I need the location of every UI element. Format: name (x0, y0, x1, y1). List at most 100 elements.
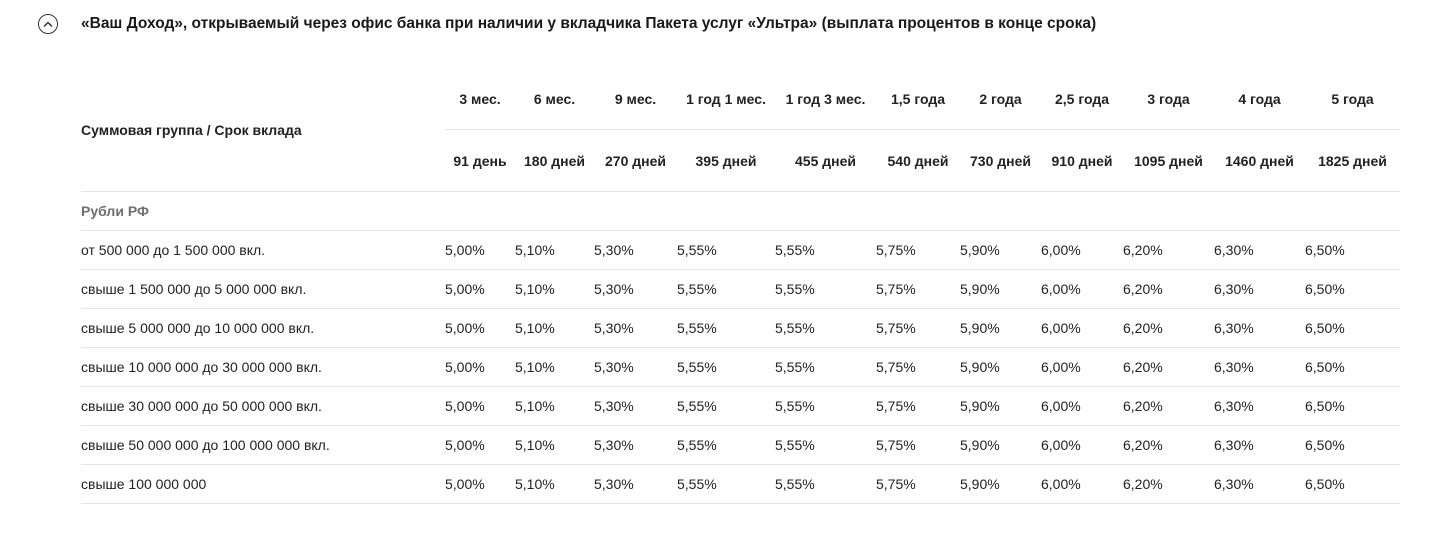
table-row: от 500 000 до 1 500 000 вкл. 5,00% 5,10% 5,… (81, 230, 1400, 270)
rate-cell: 5,10% (515, 386, 594, 426)
rate-cell: 6,20% (1123, 308, 1214, 348)
days-header: 455 дней (775, 129, 876, 192)
rate-cell: 5,55% (775, 230, 876, 270)
term-header: 2 года (960, 68, 1041, 130)
rate-cell: 6,30% (1214, 425, 1305, 465)
amount-group-label: свыше 30 000 000 до 50 000 000 вкл. (81, 386, 445, 426)
table-row: свыше 30 000 000 до 50 000 000 вкл. 5,00%… (81, 386, 1400, 426)
term-header: 5 года (1305, 68, 1400, 130)
section-title: «Ваш Доход», открываемый через офис банк… (81, 15, 1097, 32)
rate-cell: 6,20% (1123, 347, 1214, 387)
rate-cell: 5,75% (876, 464, 960, 504)
rate-cell: 6,30% (1214, 269, 1305, 309)
rate-cell: 5,75% (876, 269, 960, 309)
rate-cell: 5,90% (960, 425, 1041, 465)
rate-cell: 5,55% (775, 425, 876, 465)
rate-cell: 5,55% (677, 230, 775, 270)
group-column-header: Суммовая группа / Срок вклада (81, 68, 445, 192)
rate-cell: 6,30% (1214, 464, 1305, 504)
rate-cell: 5,55% (775, 464, 876, 504)
rate-cell: 5,75% (876, 386, 960, 426)
term-header: 1 год 3 мес. (775, 68, 876, 130)
rate-cell: 5,00% (445, 386, 515, 426)
rate-cell: 5,30% (594, 347, 677, 387)
rate-cell: 5,10% (515, 464, 594, 504)
rate-cell: 5,90% (960, 464, 1041, 504)
table-row: свыше 50 000 000 до 100 000 000 вкл. 5,00… (81, 425, 1400, 465)
days-header: 730 дней (960, 129, 1041, 192)
rate-cell: 6,20% (1123, 269, 1214, 309)
rate-cell: 5,55% (775, 308, 876, 348)
rate-cell: 5,55% (677, 464, 775, 504)
rate-cell: 5,30% (594, 425, 677, 465)
rate-cell: 5,00% (445, 269, 515, 309)
term-header: 3 мес. (445, 68, 515, 130)
rate-cell: 6,00% (1041, 308, 1123, 348)
amount-group-label: от 500 000 до 1 500 000 вкл. (81, 230, 445, 270)
table-row: свыше 5 000 000 до 10 000 000 вкл. 5,00% 5… (81, 308, 1400, 348)
rate-cell: 5,75% (876, 347, 960, 387)
rate-cell: 6,50% (1305, 269, 1400, 309)
rate-cell: 5,00% (445, 347, 515, 387)
days-header: 1460 дней (1214, 129, 1305, 192)
rate-cell: 5,55% (677, 308, 775, 348)
amount-group-label: свыше 100 000 000 (81, 464, 445, 504)
rates-table: Суммовая группа / Срок вклада 3 мес. 6 ме… (81, 68, 1400, 504)
rate-cell: 5,00% (445, 230, 515, 270)
rate-cell: 6,50% (1305, 464, 1400, 504)
rate-cell: 5,90% (960, 386, 1041, 426)
rate-cell: 5,55% (775, 269, 876, 309)
rate-cell: 6,00% (1041, 347, 1123, 387)
rate-cell: 6,00% (1041, 230, 1123, 270)
rate-cell: 6,50% (1305, 386, 1400, 426)
rate-cell: 6,30% (1214, 230, 1305, 270)
rate-cell: 5,90% (960, 230, 1041, 270)
rate-cell: 6,20% (1123, 386, 1214, 426)
rate-cell: 5,00% (445, 425, 515, 465)
rate-cell: 5,75% (876, 230, 960, 270)
currency-label: Рубли РФ (81, 191, 445, 231)
rate-cell: 6,00% (1041, 464, 1123, 504)
rate-cell: 5,55% (677, 269, 775, 309)
rate-cell: 5,90% (960, 347, 1041, 387)
rate-cell: 5,30% (594, 269, 677, 309)
amount-group-label: свыше 50 000 000 до 100 000 000 вкл. (81, 425, 445, 465)
term-header: 1,5 года (876, 68, 960, 130)
rate-cell: 5,30% (594, 308, 677, 348)
rate-cell: 6,20% (1123, 425, 1214, 465)
days-header: 395 дней (677, 129, 775, 192)
rate-cell: 5,55% (775, 347, 876, 387)
rate-cell: 5,55% (677, 347, 775, 387)
rate-cell: 5,75% (876, 308, 960, 348)
rate-cell: 6,20% (1123, 230, 1214, 270)
rate-cell: 6,00% (1041, 386, 1123, 426)
rate-cell: 5,55% (677, 386, 775, 426)
rate-cell: 5,10% (515, 308, 594, 348)
rate-cell: 5,10% (515, 425, 594, 465)
rate-cell: 5,10% (515, 347, 594, 387)
rate-cell: 5,55% (775, 386, 876, 426)
term-header: 6 мес. (515, 68, 594, 130)
section-header: «Ваш Доход», открываемый через офис банк… (38, 14, 1096, 34)
rate-cell: 6,00% (1041, 269, 1123, 309)
days-header: 91 день (445, 129, 515, 192)
days-header: 180 дней (515, 129, 594, 192)
amount-group-label: свыше 1 500 000 до 5 000 000 вкл. (81, 269, 445, 309)
rate-cell: 6,30% (1214, 308, 1305, 348)
table-row: свыше 1 500 000 до 5 000 000 вкл. 5,00% 5,… (81, 269, 1400, 309)
rate-cell: 5,10% (515, 230, 594, 270)
rate-cell: 6,30% (1214, 347, 1305, 387)
rate-cell: 6,50% (1305, 308, 1400, 348)
rate-cell: 5,30% (594, 464, 677, 504)
rate-cell: 5,30% (594, 230, 677, 270)
chevron-up-icon[interactable] (38, 14, 58, 34)
rate-cell: 6,20% (1123, 464, 1214, 504)
term-header: 4 года (1214, 68, 1305, 130)
term-header: 3 года (1123, 68, 1214, 130)
days-header: 910 дней (1041, 129, 1123, 192)
term-header: 9 мес. (594, 68, 677, 130)
table-row: свыше 10 000 000 до 30 000 000 вкл. 5,00%… (81, 347, 1400, 387)
rate-cell: 5,90% (960, 269, 1041, 309)
days-header: 540 дней (876, 129, 960, 192)
rate-cell: 6,50% (1305, 230, 1400, 270)
